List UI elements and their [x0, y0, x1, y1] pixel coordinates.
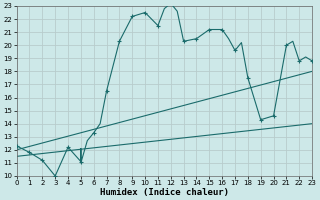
X-axis label: Humidex (Indice chaleur): Humidex (Indice chaleur) — [100, 188, 229, 197]
